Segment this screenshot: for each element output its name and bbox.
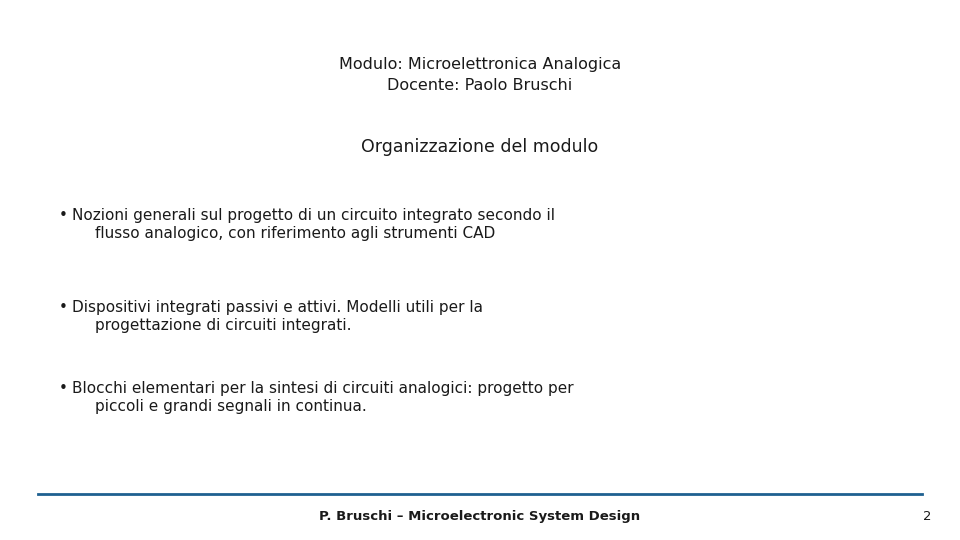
Text: 2: 2 <box>923 510 931 523</box>
Text: Blocchi elementari per la sintesi di circuiti analogici: progetto per: Blocchi elementari per la sintesi di cir… <box>72 381 574 396</box>
Text: •: • <box>59 381 67 396</box>
Text: flusso analogico, con riferimento agli strumenti CAD: flusso analogico, con riferimento agli s… <box>95 226 495 241</box>
Text: Dispositivi integrati passivi e attivi. Modelli utili per la: Dispositivi integrati passivi e attivi. … <box>72 300 483 315</box>
Text: •: • <box>59 208 67 223</box>
Text: progettazione di circuiti integrati.: progettazione di circuiti integrati. <box>95 318 351 333</box>
Text: •: • <box>59 300 67 315</box>
Text: P. Bruschi – Microelectronic System Design: P. Bruschi – Microelectronic System Desi… <box>320 510 640 523</box>
Text: piccoli e grandi segnali in continua.: piccoli e grandi segnali in continua. <box>95 399 367 414</box>
Text: Nozioni generali sul progetto di un circuito integrato secondo il: Nozioni generali sul progetto di un circ… <box>72 208 555 223</box>
Text: Modulo: Microelettronica Analogica
Docente: Paolo Bruschi: Modulo: Microelettronica Analogica Docen… <box>339 57 621 93</box>
Text: Organizzazione del modulo: Organizzazione del modulo <box>361 138 599 156</box>
